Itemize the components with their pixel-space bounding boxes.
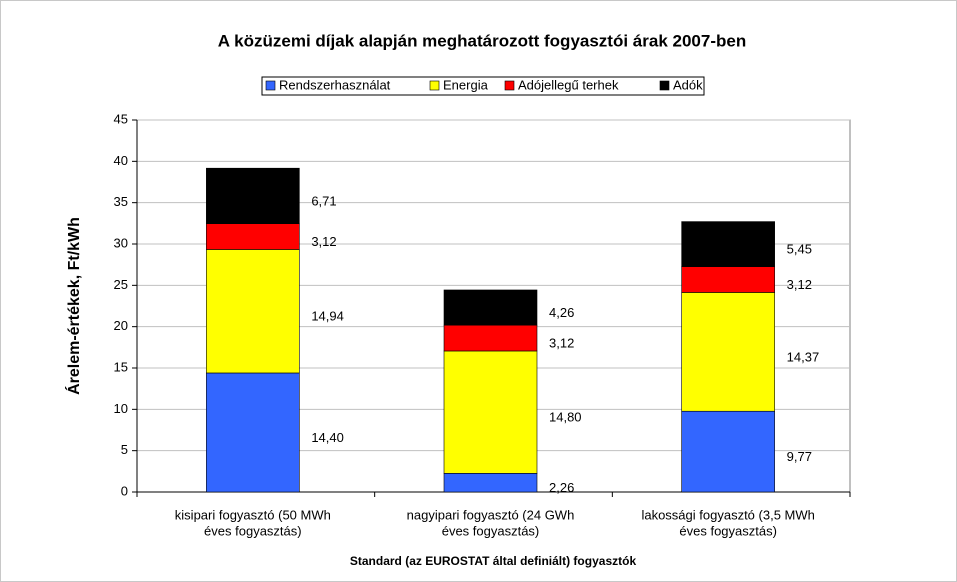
value-label: 6,71 [311,193,336,208]
y-tick-label: 15 [114,359,128,374]
y-tick-label: 0 [121,483,128,498]
value-label: 5,45 [787,242,812,257]
x-tick-label: éves fogyasztás) [204,523,302,538]
value-label: 14,94 [311,309,344,324]
bar-segment [443,289,538,326]
legend-label: Adójellegű terhek [518,77,619,92]
bar-segment [681,410,775,493]
x-tick-label: nagyipari fogyasztó (24 GWh [407,507,575,522]
y-tick-label: 5 [121,442,128,457]
bar-segment [443,473,538,493]
x-tick-label: éves fogyasztás) [679,523,777,538]
y-tick-label: 45 [114,111,128,126]
legend-label: Adók [673,77,703,92]
value-label: 2,26 [549,480,574,495]
bar-segment [206,167,300,224]
value-label: 14,37 [787,349,820,364]
legend-box [261,76,705,96]
value-label: 3,12 [311,234,336,249]
y-tick-label: 40 [114,153,128,168]
bar-segment [681,266,775,293]
y-tick-label: 35 [114,194,128,209]
bar-segment [681,292,775,412]
legend-swatch [504,80,515,91]
value-label: 3,12 [787,277,812,292]
value-label: 9,77 [787,449,812,464]
x-tick-label: kisipari fogyasztó (50 MWh [175,507,331,522]
bar-segment [206,372,300,493]
value-label: 4,26 [549,305,574,320]
legend-swatch [659,80,670,91]
value-label: 14,40 [311,430,344,445]
legend-label: Rendszerhasználat [279,77,391,92]
bar-segment [681,221,775,267]
y-tick-label: 20 [114,318,128,333]
value-label: 3,12 [549,336,574,351]
x-tick-label: éves fogyasztás) [442,523,540,538]
bar-segment [206,223,300,250]
x-tick-label: lakossági fogyasztó (3,5 MWh [641,507,814,522]
bar-segment [443,324,538,352]
x-axis-title: Standard (az EUROSTAT által definiált) f… [350,554,637,568]
y-tick-label: 25 [114,277,128,292]
legend-label: Energia [443,77,489,92]
bar-segment [206,249,300,374]
bar-segment [443,350,538,474]
value-label: 14,80 [549,410,582,425]
y-axis-title: Árelem-értékek, Ft/kWh [64,217,83,395]
y-tick-label: 10 [114,401,128,416]
chart-title: A közüzemi díjak alapján meghatározott f… [218,31,746,50]
legend-swatch [429,80,440,91]
y-tick-label: 30 [114,235,128,250]
legend-swatch [265,80,276,91]
